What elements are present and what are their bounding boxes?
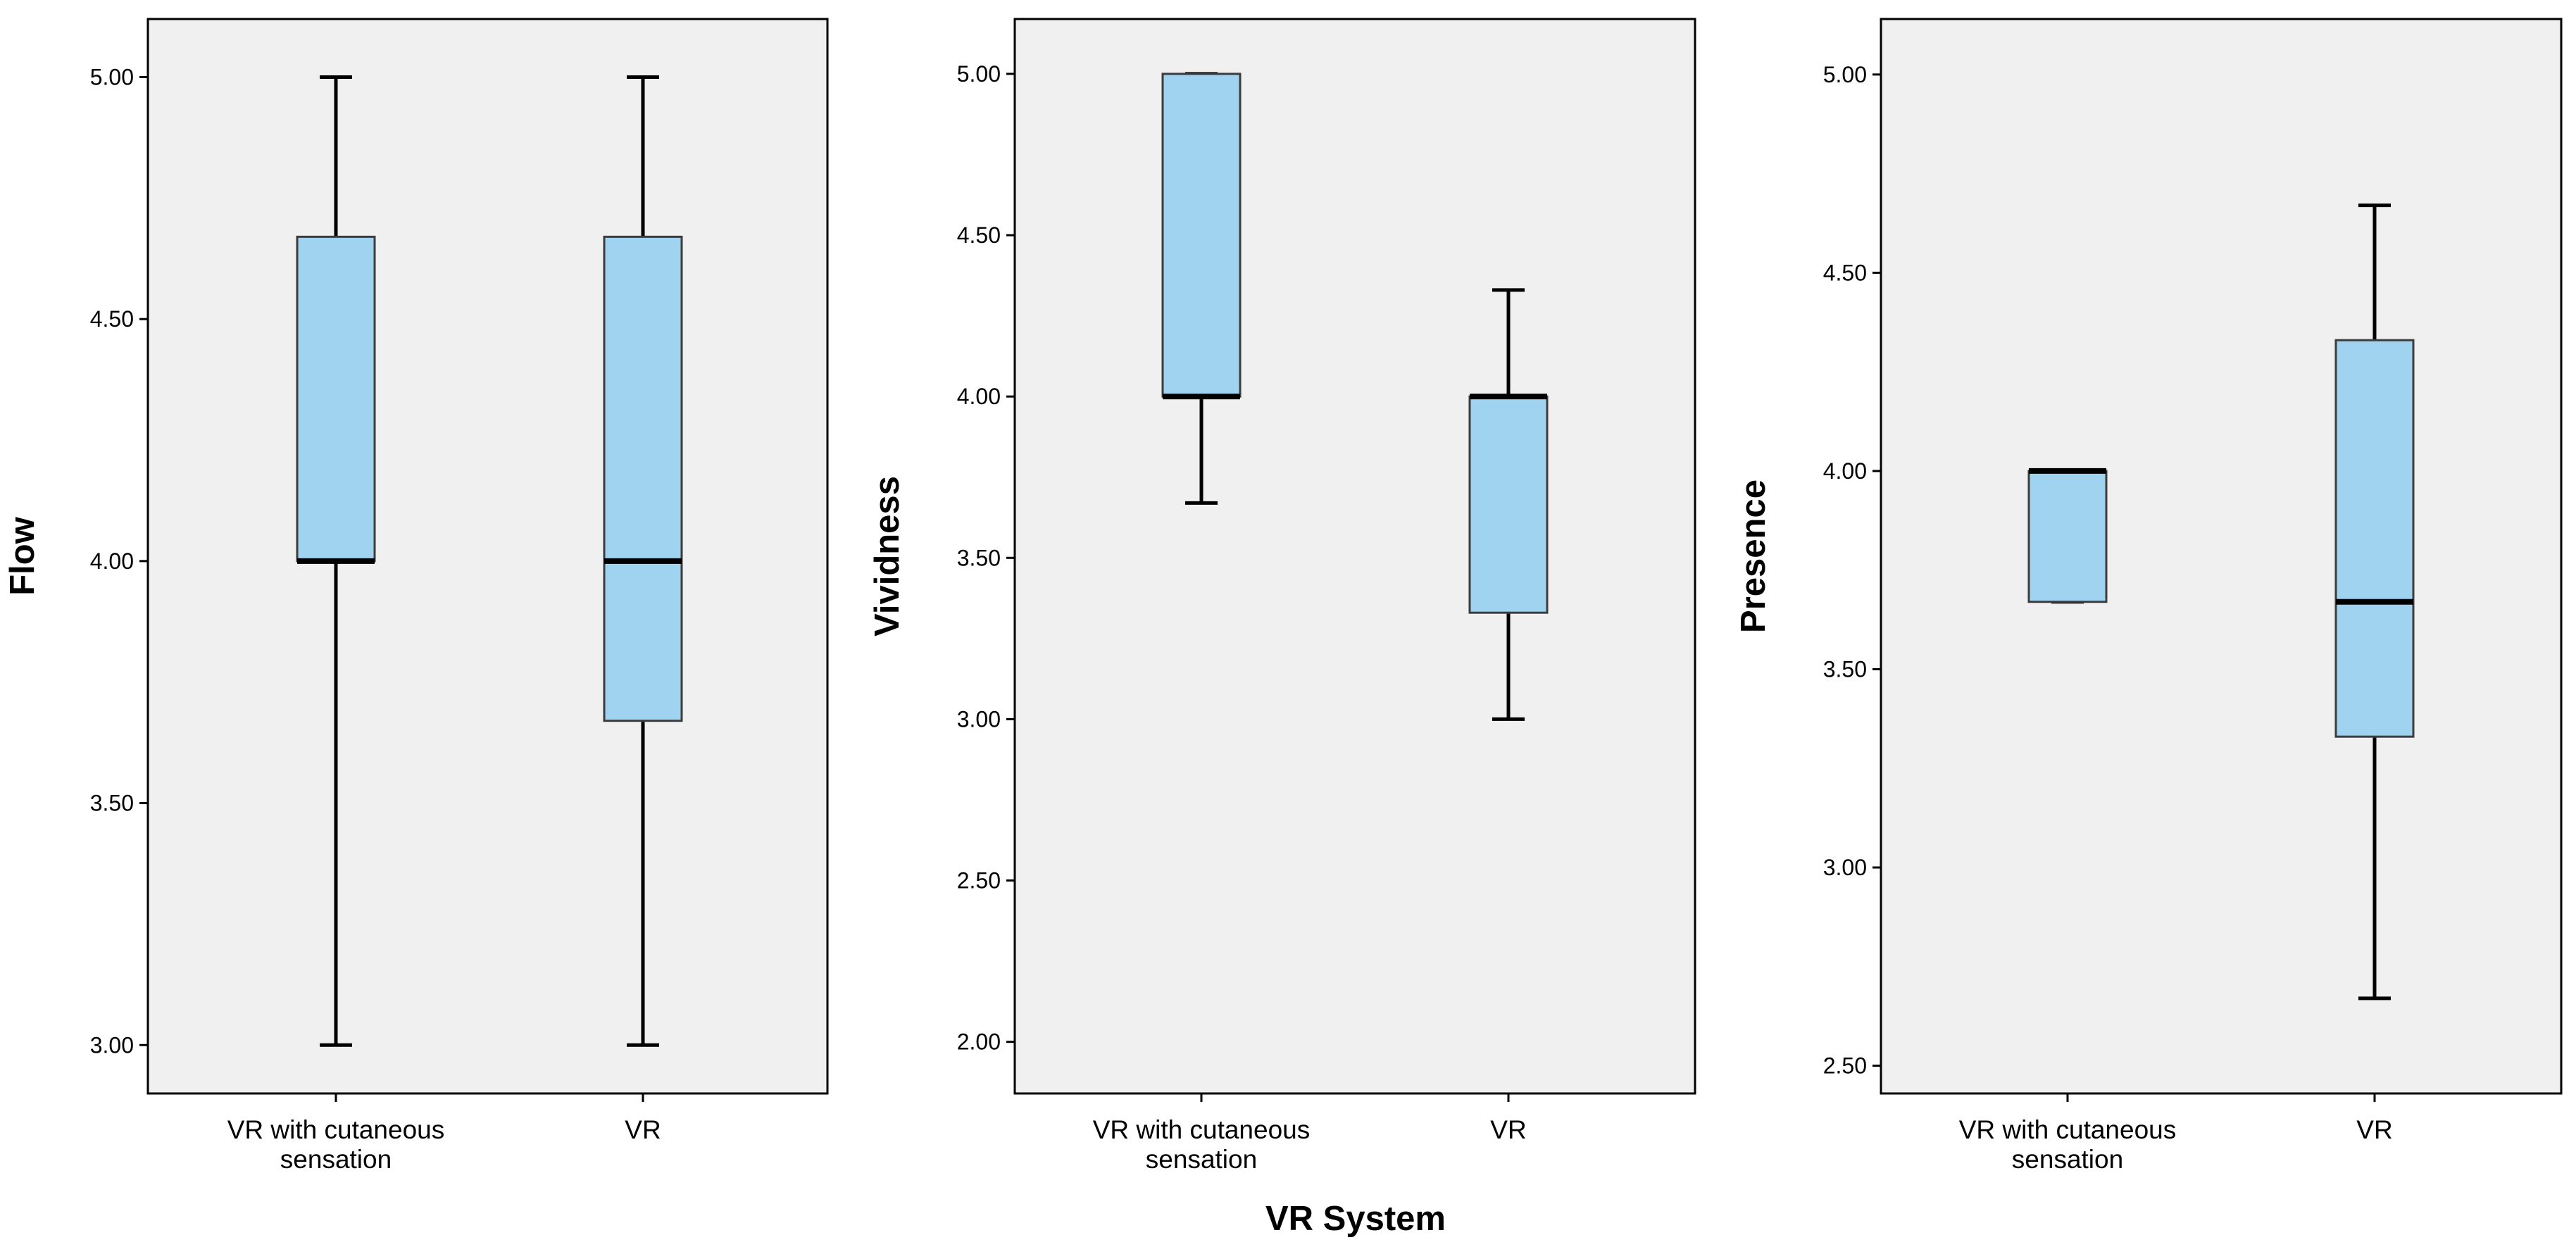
plot-area <box>1013 18 1696 1095</box>
x-category-label: VR with cutaneous <box>1093 1115 1311 1144</box>
y-tick-label: 2.50 <box>957 868 1001 894</box>
shared-x-axis-label: VR System <box>1265 1200 1446 1238</box>
y-tick-label: 3.50 <box>1823 656 1867 682</box>
chart-panel-3: 2.50 3.00 3.50 4.00 4.50 5.00 Presence VR with … <box>1734 18 2563 1174</box>
plot-area <box>146 18 829 1095</box>
y-tick-label: 2.00 <box>957 1029 1001 1055</box>
interquartile-box <box>2027 470 2108 603</box>
x-category-label: sensation <box>1146 1145 1257 1174</box>
y-tick-label: 4.50 <box>957 222 1001 248</box>
y-tick-label: 4.50 <box>90 306 134 332</box>
y-tick-label: 3.50 <box>90 791 134 816</box>
x-category-label: VR <box>1490 1115 1526 1144</box>
y-tick-label: 2.50 <box>1823 1053 1867 1079</box>
x-category-label: sensation <box>2012 1145 2123 1174</box>
y-tick-label: 3.00 <box>90 1032 134 1058</box>
box-plot-2 <box>2334 203 2415 1001</box>
y-axis-label: Vividness <box>868 476 906 637</box>
box-plot-2 <box>1468 288 1549 721</box>
box-plot-1 <box>1161 72 1242 505</box>
x-category-label: VR with cutaneous <box>227 1115 445 1144</box>
y-tick-label: 3.50 <box>957 545 1001 570</box>
chart-panel-1: 3.00 3.50 4.00 4.50 5.00 Flow VR with cutaneou… <box>4 18 829 1174</box>
x-category-label: sensation <box>280 1145 392 1174</box>
box-plot-2 <box>603 75 683 1047</box>
plot-area <box>1880 18 2563 1095</box>
y-tick-label: 4.00 <box>1823 458 1867 484</box>
chart-panel-2: 2.00 2.50 3.00 3.50 4.00 4.50 5.00 Vividness VR … <box>868 18 1696 1174</box>
y-tick-label: 3.00 <box>1823 855 1867 880</box>
x-category-label: VR <box>625 1115 661 1144</box>
interquartile-box <box>1161 73 1242 398</box>
y-tick-label: 4.00 <box>90 548 134 574</box>
y-tick-label: 3.00 <box>957 706 1001 732</box>
y-tick-label: 5.00 <box>1823 62 1867 87</box>
box-plot-1 <box>2027 468 2108 604</box>
x-category-label: VR <box>2356 1115 2392 1144</box>
interquartile-box <box>296 235 376 563</box>
box-plot-1 <box>296 75 376 1047</box>
interquartile-box <box>2334 339 2415 738</box>
y-axis-label: Presence <box>1734 479 1772 633</box>
y-tick-label: 5.00 <box>957 61 1001 87</box>
interquartile-box <box>603 235 683 722</box>
chart-panels: 3.00 3.50 4.00 4.50 5.00 Flow VR with cutaneou… <box>4 18 2563 1174</box>
interquartile-box <box>1468 395 1549 614</box>
y-tick-label: 5.00 <box>90 64 134 89</box>
y-tick-label: 4.50 <box>1823 260 1867 285</box>
x-category-label: VR with cutaneous <box>1959 1115 2177 1144</box>
y-tick-label: 4.00 <box>957 384 1001 409</box>
y-axis-label: Flow <box>4 516 42 595</box>
